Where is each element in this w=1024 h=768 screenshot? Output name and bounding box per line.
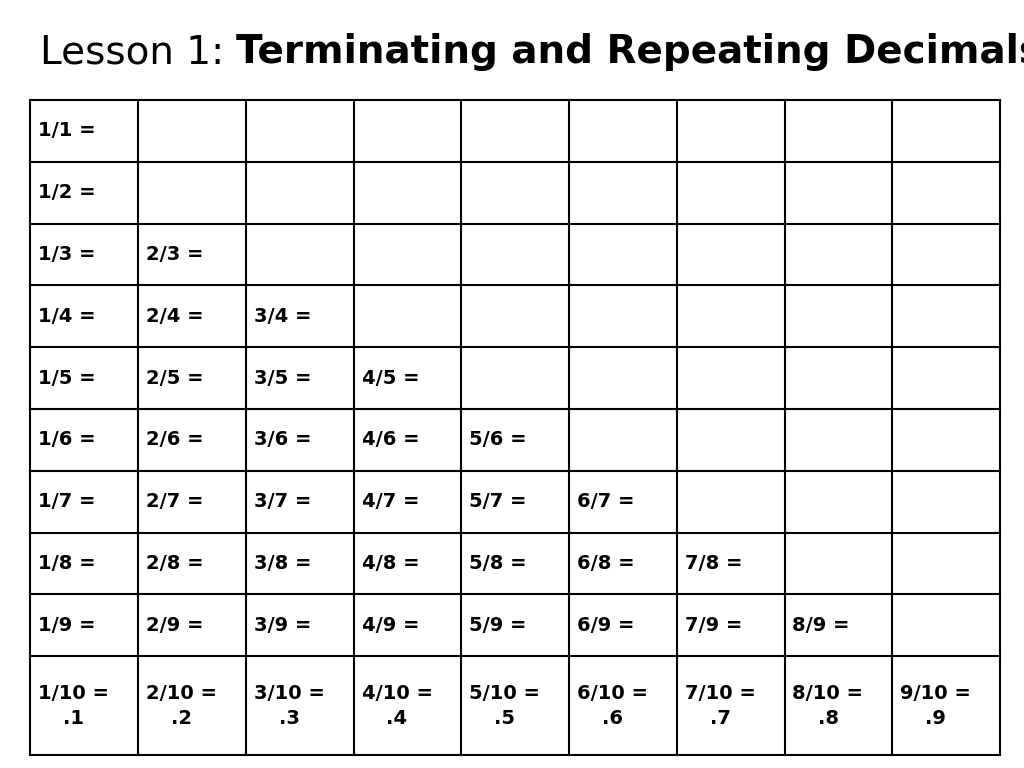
Text: 1/3 =: 1/3 = (38, 245, 95, 264)
Text: 2/4 =: 2/4 = (146, 306, 204, 326)
Text: 4/10 =
.4: 4/10 = .4 (361, 684, 432, 727)
Text: 3/8 =: 3/8 = (254, 554, 311, 573)
Text: 1/10 =
.1: 1/10 = .1 (38, 684, 109, 727)
Text: 3/6 =: 3/6 = (254, 430, 311, 449)
Text: 2/8 =: 2/8 = (146, 554, 204, 573)
Text: 2/9 =: 2/9 = (146, 616, 204, 634)
Text: 8/10 =
.8: 8/10 = .8 (793, 684, 863, 727)
Text: 1/8 =: 1/8 = (38, 554, 95, 573)
Text: 5/8 =: 5/8 = (469, 554, 527, 573)
Text: 9/10 =
.9: 9/10 = .9 (900, 684, 971, 727)
Text: 1/2 =: 1/2 = (38, 184, 95, 202)
Text: 1/1 =: 1/1 = (38, 121, 95, 141)
Text: 3/7 =: 3/7 = (254, 492, 311, 511)
Text: 6/8 =: 6/8 = (577, 554, 635, 573)
Text: 1/5 =: 1/5 = (38, 369, 95, 388)
Text: 3/4 =: 3/4 = (254, 306, 311, 326)
Text: 2/5 =: 2/5 = (146, 369, 204, 388)
Text: 2/3 =: 2/3 = (146, 245, 204, 264)
Text: 5/6 =: 5/6 = (469, 430, 527, 449)
Text: 4/7 =: 4/7 = (361, 492, 419, 511)
Text: 1/7 =: 1/7 = (38, 492, 95, 511)
Text: Terminating and Repeating Decimals: Terminating and Repeating Decimals (237, 33, 1024, 71)
Text: 4/9 =: 4/9 = (361, 616, 419, 634)
Text: 3/5 =: 3/5 = (254, 369, 311, 388)
Text: 7/8 =: 7/8 = (685, 554, 742, 573)
Text: 7/9 =: 7/9 = (685, 616, 742, 634)
Text: 2/6 =: 2/6 = (146, 430, 204, 449)
Text: 2/10 =
.2: 2/10 = .2 (146, 684, 217, 727)
Text: 5/9 =: 5/9 = (469, 616, 526, 634)
Text: 1/4 =: 1/4 = (38, 306, 95, 326)
Text: 4/5 =: 4/5 = (361, 369, 419, 388)
Text: 7/10 =
.7: 7/10 = .7 (685, 684, 756, 727)
Text: 6/7 =: 6/7 = (577, 492, 635, 511)
Text: 3/10 =
.3: 3/10 = .3 (254, 684, 325, 727)
Text: 5/10 =
.5: 5/10 = .5 (469, 684, 541, 727)
Text: 6/10 =
.6: 6/10 = .6 (577, 684, 648, 727)
Text: 1/6 =: 1/6 = (38, 430, 95, 449)
Text: Lesson 1:: Lesson 1: (40, 33, 237, 71)
Text: 2/7 =: 2/7 = (146, 492, 204, 511)
Text: 6/9 =: 6/9 = (577, 616, 635, 634)
Text: 5/7 =: 5/7 = (469, 492, 526, 511)
Text: 1/9 =: 1/9 = (38, 616, 95, 634)
Text: 3/9 =: 3/9 = (254, 616, 311, 634)
Text: 8/9 =: 8/9 = (793, 616, 850, 634)
Text: 4/8 =: 4/8 = (361, 554, 419, 573)
Text: 4/6 =: 4/6 = (361, 430, 419, 449)
